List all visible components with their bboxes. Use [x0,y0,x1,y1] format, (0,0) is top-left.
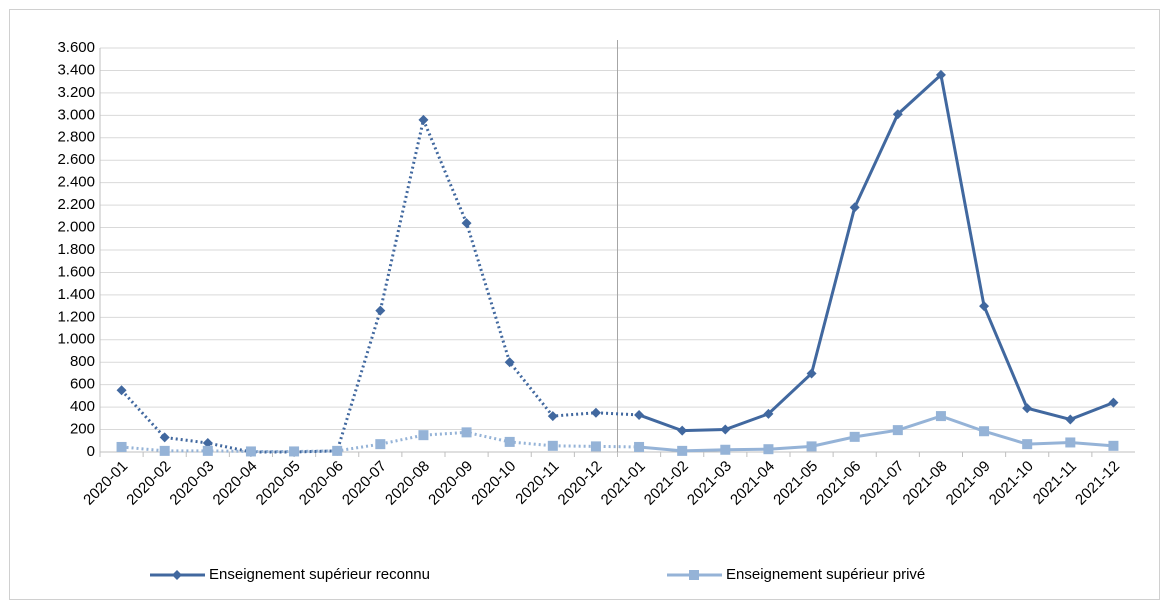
data-point [504,436,515,447]
x-tick-label: 2020-03 [166,458,217,509]
series-line [638,414,1114,453]
data-point [461,218,472,229]
data-point [418,430,429,441]
data-point [892,109,903,120]
data-point [763,408,774,419]
data-point [547,411,558,422]
data-point [1022,403,1033,414]
y-tick-label: 1.600 [57,263,95,280]
data-point [720,424,731,435]
x-tick-label: 2021-02 [641,458,692,509]
x-tick-label: 2021-10 [986,458,1037,509]
legend-label: Enseignement supérieur privé [726,566,925,583]
data-point [634,409,645,420]
data-point [159,445,170,456]
x-tick-label: 2021-11 [1030,458,1080,508]
x-tick-label: 2021-12 [1072,458,1123,509]
x-tick-label: 2020-02 [123,458,174,509]
data-point [116,385,127,396]
data-point [375,439,386,450]
y-tick-label: 0 [87,443,95,460]
data-point [1108,440,1119,451]
y-tick-label: 1.200 [57,308,95,325]
x-tick-label: 2021-04 [727,458,778,509]
y-tick-label: 2.000 [57,219,95,236]
y-tick-label: 1.800 [57,241,95,258]
data-point [677,425,688,436]
x-tick-label: 2020-08 [382,458,433,509]
x-tick-label: 2021-09 [943,458,994,509]
data-point [763,444,774,455]
data-point [979,426,990,437]
data-point [418,114,429,125]
data-point [1108,397,1119,408]
legend-label: Enseignement supérieur reconnu [209,566,430,583]
data-point [202,438,213,449]
y-tick-label: 2.600 [57,151,95,168]
data-point [547,440,558,451]
series-line [638,72,1114,433]
y-tick-label: 1.400 [57,286,95,303]
data-point [1022,439,1033,450]
x-tick-label: 2020-06 [296,458,347,509]
chart-frame [9,9,1160,600]
y-tick-label: 2.200 [57,196,95,213]
x-tick-label: 2021-01 [598,458,649,509]
x-tick-label: 2021-05 [770,458,821,509]
y-tick-label: 3.600 [57,39,95,56]
data-point [590,441,601,452]
data-point [935,69,946,80]
x-tick-label: 2021-06 [813,458,864,509]
data-point [504,357,515,368]
series-line [120,114,640,454]
y-tick-label: 2.400 [57,174,95,191]
data-point [461,427,472,438]
legend-marker [172,570,182,580]
x-tick-label: 2020-12 [555,458,606,509]
data-point [634,441,645,452]
y-tick-label: 200 [70,421,95,438]
data-point [892,425,903,436]
data-point [979,301,990,312]
data-point [590,407,601,418]
data-point [935,411,946,422]
data-point [806,368,817,379]
y-tick-label: 3.000 [57,106,95,123]
x-tick-label: 2020-07 [339,458,390,509]
data-point [375,305,386,316]
data-point [849,202,860,213]
x-tick-label: 2021-08 [900,458,951,509]
y-tick-label: 3.200 [57,84,95,101]
x-tick-label: 2021-03 [684,458,735,509]
data-point [1065,414,1076,425]
data-point [677,445,688,456]
x-tick-label: 2020-05 [253,458,304,509]
data-point [289,446,300,457]
data-point [202,445,213,456]
data-point [245,446,256,457]
y-tick-label: 2.800 [57,129,95,146]
data-point [332,445,343,456]
legend-marker [689,570,699,580]
data-point [1065,437,1076,448]
data-point [159,432,170,443]
data-point [806,441,817,452]
x-tick-label: 2020-01 [80,458,131,509]
data-point [849,431,860,442]
y-tick-label: 800 [70,353,95,370]
data-point [720,444,731,455]
y-tick-label: 3.400 [57,61,95,78]
y-tick-label: 600 [70,376,95,393]
y-tick-label: 1.000 [57,331,95,348]
x-tick-label: 2021-07 [856,458,907,509]
x-tick-label: 2020-10 [468,458,519,509]
data-point [116,441,127,452]
y-tick-label: 400 [70,398,95,415]
x-tick-label: 2020-09 [425,458,476,509]
x-tick-label: 2020-11 [512,458,562,508]
x-tick-label: 2020-04 [210,458,261,509]
